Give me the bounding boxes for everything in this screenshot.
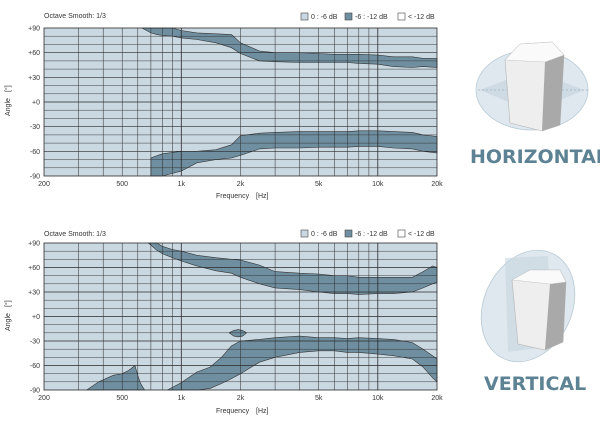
speaker-cabinet-side	[545, 282, 566, 350]
legend-swatch-6-12	[344, 12, 353, 21]
vertical-speaker-illustration: VERTICAL	[480, 249, 586, 395]
legend-swatch-0-6	[300, 229, 309, 238]
speaker-cabinet-top	[504, 41, 565, 63]
legend-label-0-6: 0 : -6 dB	[311, 231, 338, 238]
y-tick-label: +90	[28, 26, 40, 33]
x-tick-label: 1k	[178, 395, 186, 402]
grid-layer	[44, 243, 437, 390]
legend-swatch-below-12	[397, 12, 406, 21]
vertical-directivity-chart: Octave Smooth: 1/3 0 : -6 dB -6 : -12 dB…	[4, 229, 443, 415]
legend: 0 : -6 dB -6 : -12 dB < -12 dB	[300, 229, 435, 238]
y-axis-unit: [°]	[4, 85, 12, 92]
legend-label-6-12: -6 : -12 dB	[355, 231, 388, 238]
y-tick-labels: +90 +60 +30 +0 -30 -60 -90	[28, 26, 40, 181]
x-tick-label: 20k	[431, 395, 443, 402]
speaker-cabinet-side	[542, 55, 564, 131]
y-tick-label: +0	[32, 314, 40, 321]
plot-frame	[43, 242, 438, 391]
x-tick-label: 10k	[372, 181, 384, 188]
x-axis-label: Frequency	[216, 408, 250, 415]
vertical-title: VERTICAL	[484, 373, 586, 395]
y-tick-label: -60	[30, 363, 40, 370]
y-tick-label: -30	[30, 339, 40, 346]
y-tick-label: +30	[28, 290, 40, 297]
plot-frame	[43, 27, 438, 177]
x-tick-label: 500	[116, 181, 128, 188]
y-tick-label: -60	[30, 149, 40, 156]
grid-layer	[44, 28, 437, 176]
x-axis-unit: [Hz]	[256, 408, 269, 415]
smoothing-label: Octave Smooth: 1/3	[44, 231, 106, 238]
horizontal-title: HORIZONTAL	[470, 146, 600, 168]
horizontal-speaker-illustration: HORIZONTAL	[470, 41, 600, 168]
x-tick-label: 500	[116, 395, 128, 402]
x-tick-label: 2k	[237, 395, 245, 402]
y-tick-label: -90	[30, 388, 40, 395]
y-tick-label: -30	[30, 124, 40, 131]
x-tick-label: 10k	[372, 395, 384, 402]
x-tick-labels: 200 500 1k 2k 5k 10k 20k	[38, 395, 443, 402]
x-tick-label: 5k	[315, 181, 323, 188]
x-tick-label: 1k	[178, 181, 186, 188]
legend-label-6-12: -6 : -12 dB	[355, 14, 388, 21]
x-tick-label: 200	[38, 181, 50, 188]
y-axis-unit: [°]	[4, 300, 12, 307]
legend-swatch-6-12	[344, 229, 353, 238]
legend: 0 : -6 dB -6 : -12 dB < -12 dB	[300, 12, 435, 21]
x-tick-label: 2k	[237, 181, 245, 188]
x-tick-labels: 200 500 1k 2k 5k 10k 20k	[38, 181, 443, 188]
y-tick-labels: +90 +60 +30 +0 -30 -60 -90	[28, 241, 40, 395]
smoothing-label: Octave Smooth: 1/3	[44, 13, 106, 20]
y-tick-label: +0	[32, 100, 40, 107]
x-tick-label: 20k	[431, 181, 443, 188]
legend-label-below-12: < -12 dB	[408, 14, 435, 21]
x-axis-unit: [Hz]	[256, 193, 269, 200]
x-axis-label: Frequency	[216, 193, 250, 200]
y-tick-label: +60	[28, 265, 40, 272]
legend-label-below-12: < -12 dB	[408, 231, 435, 238]
y-tick-label: +60	[28, 50, 40, 57]
y-tick-label: +90	[28, 241, 40, 248]
legend-swatch-0-6	[300, 12, 309, 21]
legend-label-0-6: 0 : -6 dB	[311, 14, 338, 21]
legend-swatch-below-12	[397, 229, 406, 238]
speaker-cabinet-top	[511, 269, 567, 285]
horizontal-directivity-chart: Octave Smooth: 1/3 0 : -6 dB -6 : -12 dB…	[4, 12, 443, 200]
y-tick-label: -90	[30, 174, 40, 181]
x-tick-label: 5k	[315, 395, 323, 402]
y-axis-label: Angle	[5, 313, 12, 331]
y-axis-label: Angle	[5, 98, 12, 116]
y-tick-label: +30	[28, 75, 40, 82]
x-tick-label: 200	[38, 395, 50, 402]
